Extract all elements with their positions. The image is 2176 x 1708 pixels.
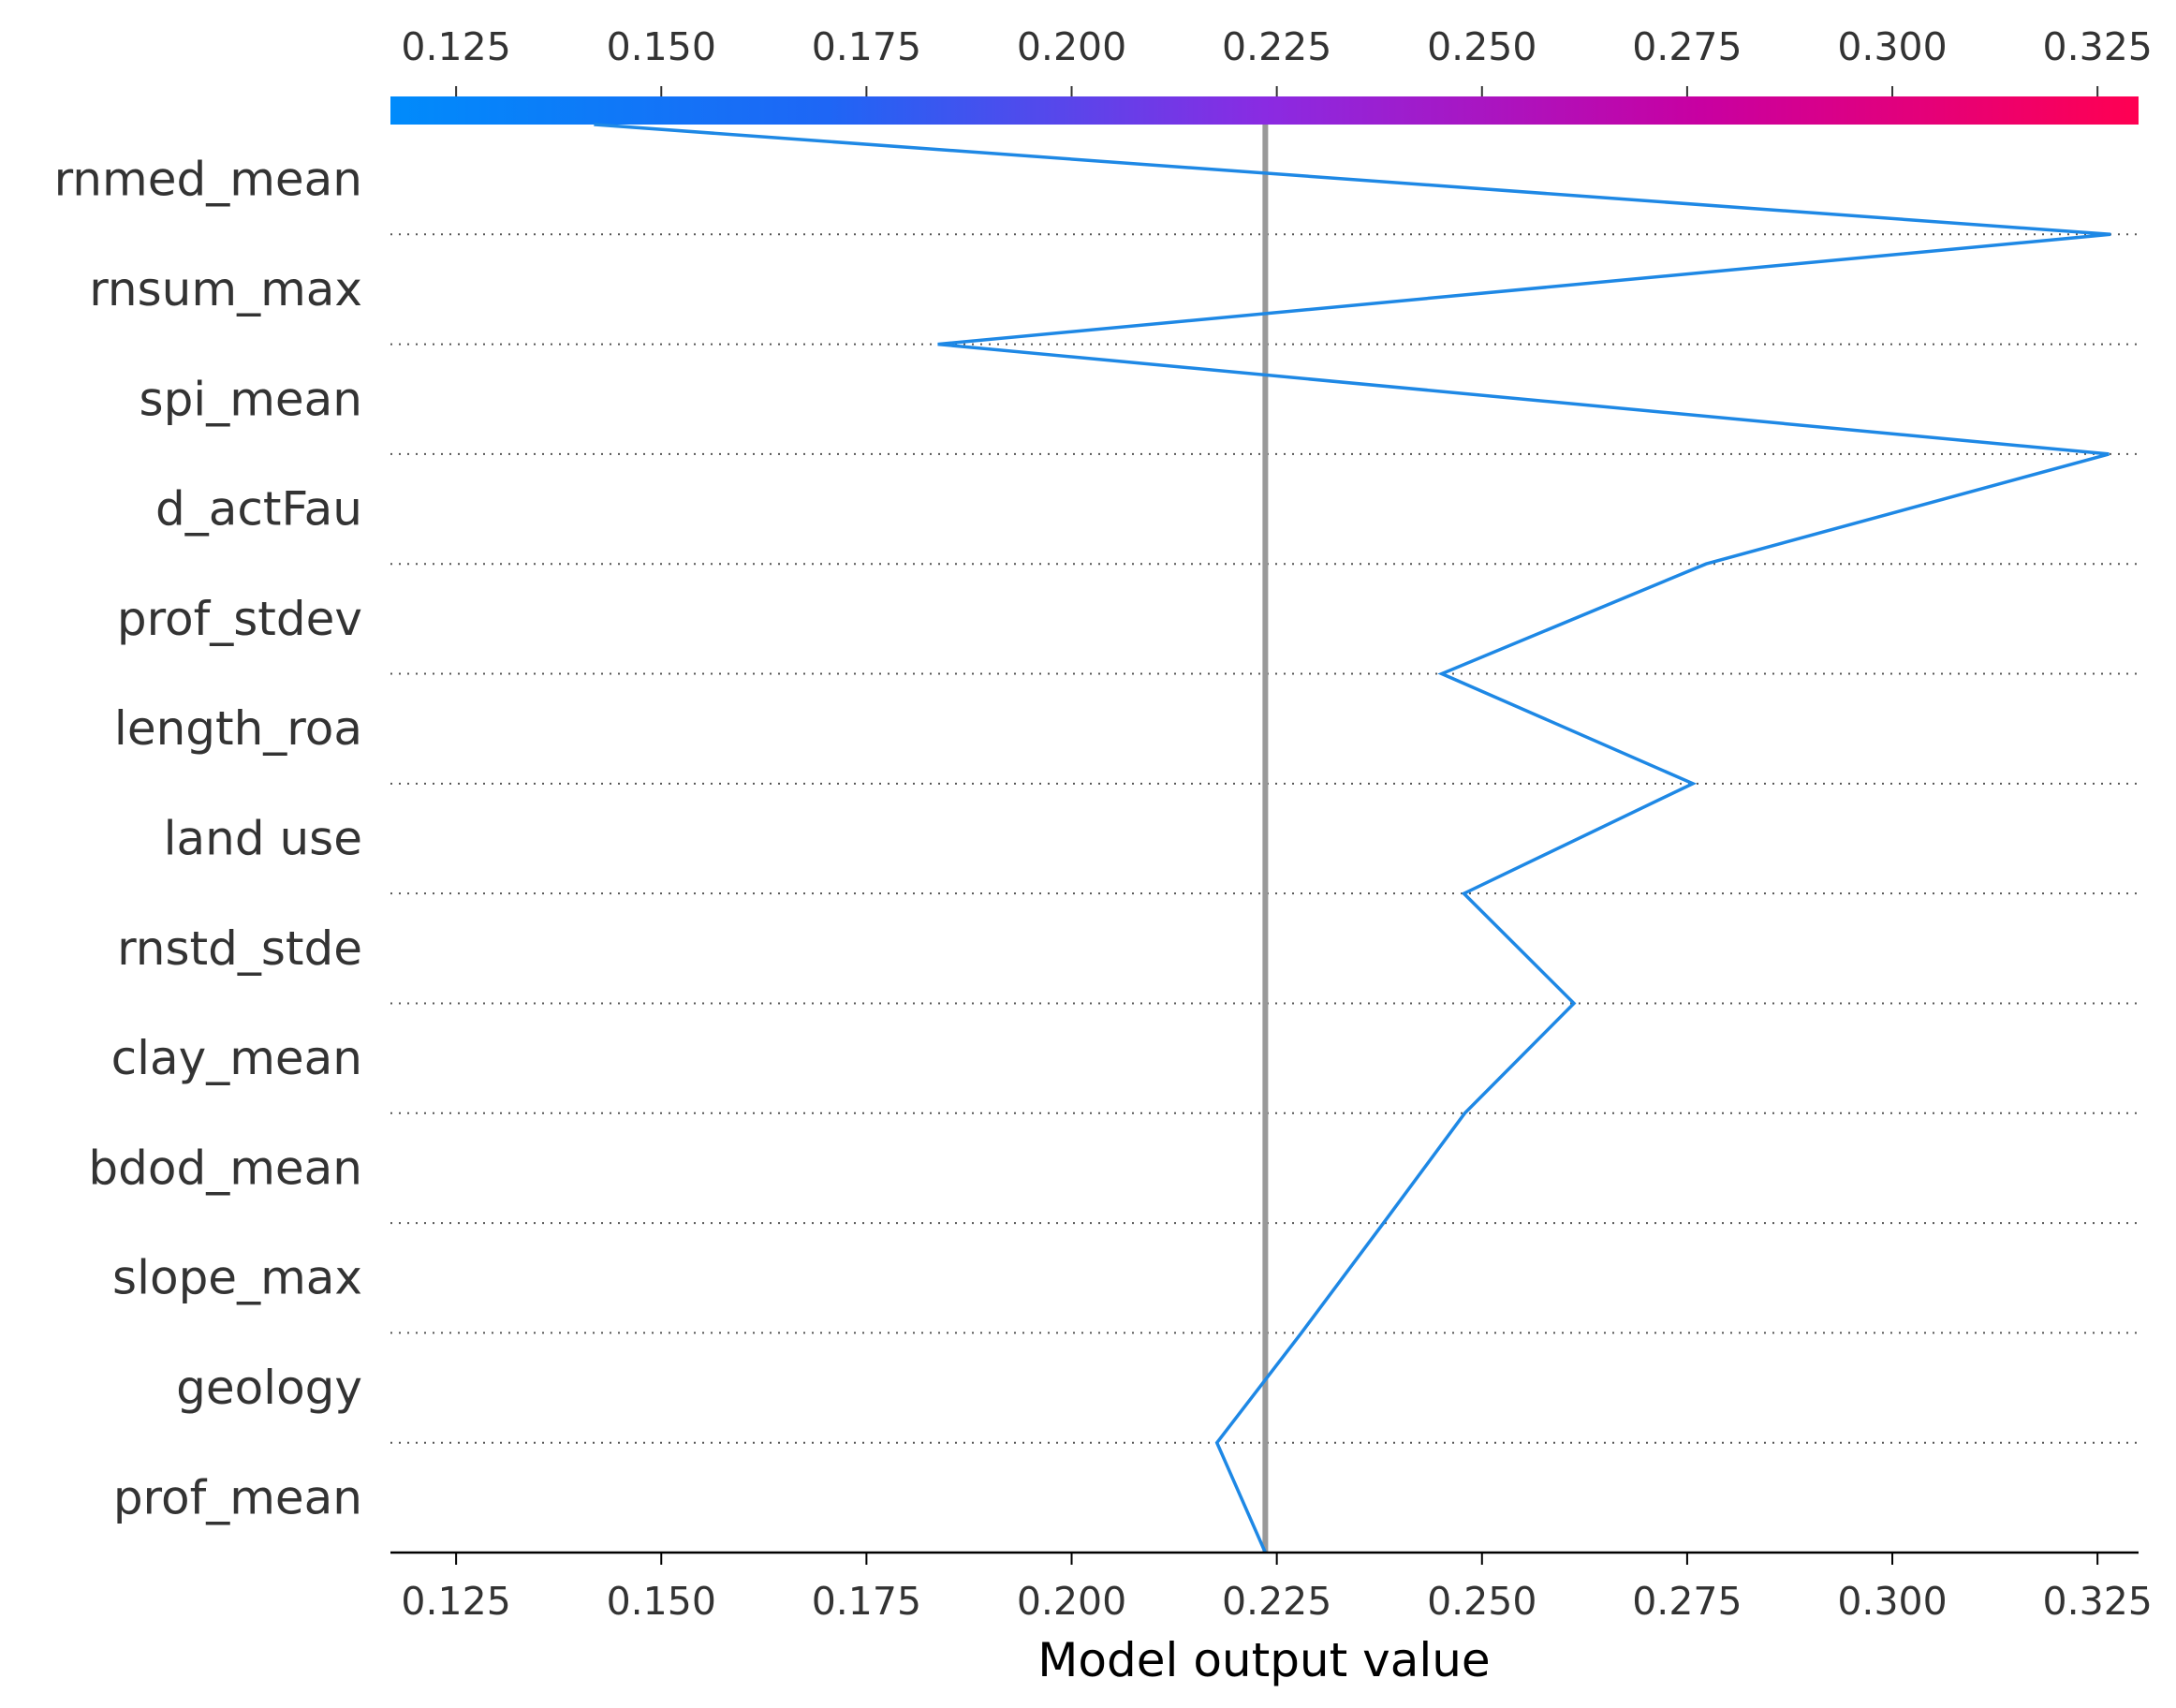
feature-label: slope_max: [112, 1251, 362, 1305]
bottom-axis-ticks: 0.125 0.150 0.175 0.200 0.225 0.250 0.275 0.300…: [401, 1553, 2153, 1624]
feature-label: clay_mean: [111, 1031, 362, 1085]
top-tick-label: 0.125: [401, 24, 510, 69]
bottom-tick-label: 0.225: [1222, 1579, 1331, 1624]
feature-label: rnmed_mean: [54, 153, 362, 207]
top-tick-label: 0.200: [1017, 24, 1126, 69]
decision-path-line: [594, 123, 2111, 1553]
feature-label: rnstd_stde: [117, 921, 362, 976]
feature-label: geology: [176, 1361, 362, 1415]
bottom-tick-label: 0.175: [812, 1579, 921, 1624]
bottom-tick-label: 0.300: [1837, 1579, 1947, 1624]
bottom-tick-label: 0.325: [2042, 1579, 2152, 1624]
top-tick-label: 0.300: [1837, 24, 1947, 69]
feature-label: spi_mean: [140, 372, 362, 426]
top-tick-label: 0.275: [1632, 24, 1742, 69]
feature-label: prof_mean: [113, 1470, 362, 1524]
bottom-tick-label: 0.150: [607, 1579, 716, 1624]
feature-label: length_roa: [114, 701, 362, 756]
colorbar: [390, 96, 2139, 125]
feature-label: rnsum_max: [89, 262, 362, 317]
bottom-tick-label: 0.275: [1632, 1579, 1742, 1624]
feature-label: d_actFau: [155, 482, 362, 537]
feature-label: prof_stdev: [117, 592, 362, 646]
top-tick-label: 0.325: [2042, 24, 2152, 69]
bottom-tick-label: 0.200: [1017, 1579, 1126, 1624]
top-tick-label: 0.175: [812, 24, 921, 69]
feature-labels: rnmed_mean rnsum_max spi_mean d_actFau prof_…: [54, 153, 362, 1525]
top-tick-label: 0.225: [1222, 24, 1331, 69]
bottom-tick-label: 0.250: [1427, 1579, 1536, 1624]
bottom-tick-label: 0.125: [401, 1579, 510, 1624]
feature-label: bdod_mean: [88, 1141, 362, 1195]
top-tick-label: 0.150: [607, 24, 716, 69]
top-tick-label: 0.250: [1427, 24, 1536, 69]
x-axis-title: Model output value: [1037, 1633, 1490, 1687]
top-axis-ticks: 0.125 0.150 0.175 0.200 0.225 0.250 0.275 0.300…: [401, 24, 2153, 96]
feature-label: land use: [164, 812, 362, 866]
